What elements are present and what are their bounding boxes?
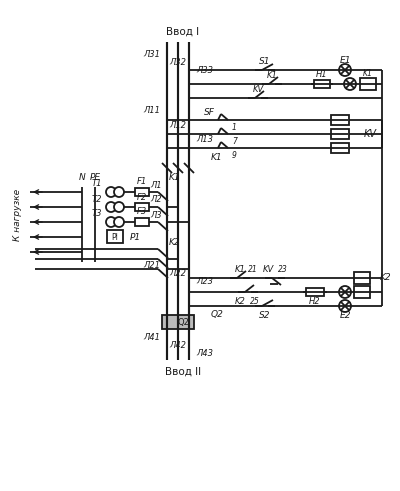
Text: PI: PI xyxy=(112,233,118,242)
Text: 23: 23 xyxy=(278,265,288,273)
Bar xyxy=(360,78,376,90)
Circle shape xyxy=(344,78,356,90)
Circle shape xyxy=(114,217,124,227)
Text: Л12: Л12 xyxy=(170,120,186,130)
Text: KV: KV xyxy=(252,84,264,93)
Text: S1: S1 xyxy=(259,56,271,65)
Bar xyxy=(354,272,370,284)
Bar xyxy=(331,143,349,153)
Text: PE: PE xyxy=(90,173,100,183)
Circle shape xyxy=(339,64,351,76)
Text: Л11: Л11 xyxy=(143,106,160,114)
Text: S2: S2 xyxy=(259,311,271,321)
Bar xyxy=(135,218,149,226)
Text: Л21: Л21 xyxy=(143,261,160,270)
Text: K1: K1 xyxy=(234,265,246,273)
Text: N: N xyxy=(79,173,85,183)
Text: Ввод I: Ввод I xyxy=(166,27,200,37)
Circle shape xyxy=(114,187,124,197)
Bar xyxy=(135,203,149,211)
Text: Q2: Q2 xyxy=(211,309,224,319)
Text: K2: K2 xyxy=(380,273,392,282)
Bar xyxy=(331,115,349,125)
Text: SF: SF xyxy=(204,108,215,116)
Circle shape xyxy=(339,300,351,312)
Bar xyxy=(162,315,194,329)
Bar xyxy=(135,188,149,196)
Text: Л31: Л31 xyxy=(143,50,160,58)
Circle shape xyxy=(106,187,116,197)
Bar xyxy=(314,80,330,88)
Text: K2: K2 xyxy=(234,298,246,306)
Text: K1: K1 xyxy=(211,154,223,163)
Text: K2: K2 xyxy=(169,238,181,246)
Text: 25: 25 xyxy=(250,298,260,306)
Bar xyxy=(354,286,370,298)
Bar xyxy=(306,288,324,296)
Text: KV: KV xyxy=(262,265,274,273)
Circle shape xyxy=(339,286,351,298)
Text: Л13: Л13 xyxy=(196,136,213,144)
Text: Л33: Л33 xyxy=(196,65,213,75)
Text: T3: T3 xyxy=(92,210,102,218)
Text: KV: KV xyxy=(364,129,377,139)
Text: Q2: Q2 xyxy=(177,318,189,327)
Text: Л42: Л42 xyxy=(170,342,186,351)
Text: Л32: Л32 xyxy=(170,57,186,66)
Text: E1: E1 xyxy=(339,55,351,64)
Text: K1: K1 xyxy=(169,173,181,183)
Circle shape xyxy=(114,202,124,212)
Text: Л41: Л41 xyxy=(143,333,160,343)
Text: Л22: Л22 xyxy=(170,269,186,277)
Text: E2: E2 xyxy=(339,311,351,321)
Text: Л3: Л3 xyxy=(150,211,162,219)
Text: T2: T2 xyxy=(92,194,102,203)
Text: T1: T1 xyxy=(92,180,102,189)
Text: H1: H1 xyxy=(316,70,328,79)
Text: P1: P1 xyxy=(130,233,140,242)
Text: 9: 9 xyxy=(232,151,237,160)
Circle shape xyxy=(106,217,116,227)
Bar xyxy=(331,129,349,139)
Text: 1: 1 xyxy=(232,122,237,132)
Text: К нагрузке: К нагрузке xyxy=(14,189,22,241)
Text: F3: F3 xyxy=(137,208,147,217)
Bar xyxy=(107,230,123,243)
Text: F2: F2 xyxy=(137,192,147,201)
Text: 7: 7 xyxy=(232,136,237,145)
Text: H2: H2 xyxy=(309,298,321,306)
Text: Л2: Л2 xyxy=(150,195,162,204)
Text: Л23: Л23 xyxy=(196,276,213,285)
Text: F1: F1 xyxy=(137,178,147,187)
Text: Л1: Л1 xyxy=(150,181,162,190)
Text: Ввод II: Ввод II xyxy=(165,367,201,377)
Text: 21: 21 xyxy=(248,265,258,273)
Text: K1: K1 xyxy=(266,71,278,80)
Text: Л43: Л43 xyxy=(196,350,213,358)
Circle shape xyxy=(106,202,116,212)
Text: K1: K1 xyxy=(363,69,373,78)
